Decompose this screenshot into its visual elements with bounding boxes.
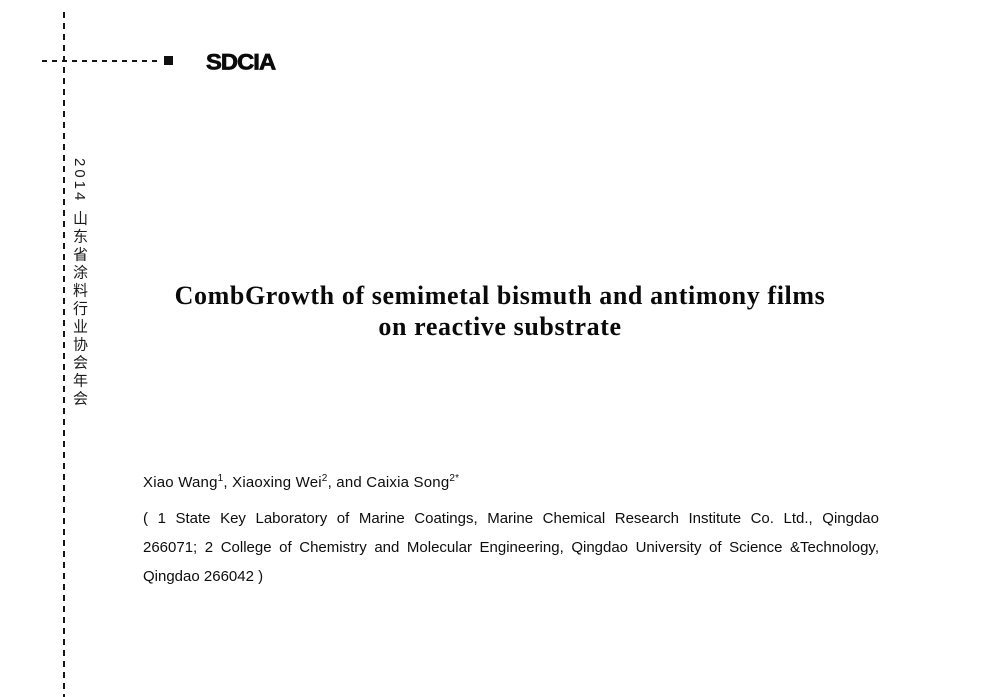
author-name: , Xiaoxing Wei — [223, 474, 322, 491]
corresponding-author-superscript: 2* — [449, 473, 460, 484]
author-affiliation-superscript: 2 — [321, 473, 328, 484]
affiliation-line: 266071; 2 College of Chemistry and Molec… — [143, 539, 879, 556]
horizontal-dashed-guide-line — [42, 60, 161, 62]
conference-vertical-label: 2014 山东省涂料行业协会年会 — [71, 158, 88, 409]
affiliation-line: ( 1 State Key Laboratory of Marine Coati… — [143, 510, 879, 527]
paper-title-line2: on reactive substrate — [378, 312, 622, 341]
author-name: , and Caixia Song — [327, 474, 450, 491]
vertical-dashed-guide-line — [63, 12, 65, 697]
affiliation-block: ( 1 State Key Laboratory of Marine Coati… — [143, 504, 879, 591]
sdcia-logo: SDCIA — [206, 50, 277, 75]
author-affiliation-superscript: 1 — [217, 473, 224, 484]
byline-block: Xiao Wang1, Xiaoxing Wei2, and Caixia So… — [143, 474, 879, 591]
author-name: Xiao Wang — [143, 474, 218, 491]
authors-line: Xiao Wang1, Xiaoxing Wei2, and Caixia So… — [143, 473, 879, 492]
affiliation-line: Qingdao 266042 ) — [143, 568, 264, 585]
square-bullet-marker — [164, 56, 173, 65]
paper-title-line1: CombGrowth of semimetal bismuth and anti… — [174, 281, 826, 310]
paper-title: CombGrowth of semimetal bismuth and anti… — [40, 280, 960, 342]
